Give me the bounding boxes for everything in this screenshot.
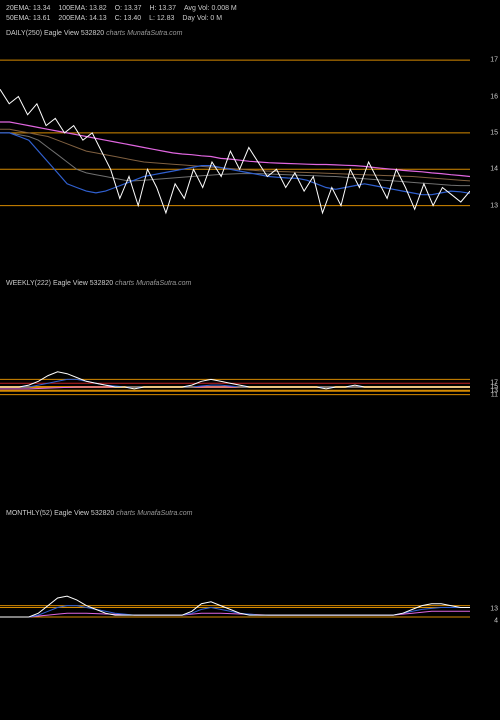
chart-panel-monthly: MONTHLY(52) Eagle View 532820 charts Mun… [0, 510, 500, 712]
stat-item: Avg Vol: 0.008 M [184, 5, 237, 12]
series-price [0, 89, 470, 213]
panel-title: DAILY(250) Eagle View 532820 charts Muna… [6, 30, 182, 37]
chart-panel-daily: DAILY(250) Eagle View 532820 charts Muna… [0, 30, 500, 242]
stat-item: C: 13.40 [115, 15, 141, 22]
series-ema200 [0, 122, 470, 177]
ytick-label: 13 [490, 202, 498, 209]
ytick-label: 13 [490, 606, 498, 613]
chart-svg [0, 292, 470, 482]
panel-title: MONTHLY(52) Eagle View 532820 charts Mun… [6, 510, 193, 517]
chart-svg [0, 522, 470, 712]
stat-item: O: 13.37 [115, 5, 142, 12]
ytick-label: 17 [490, 57, 498, 64]
stat-item: Day Vol: 0 M [182, 15, 222, 22]
stat-item: H: 13.37 [150, 5, 176, 12]
ytick-label: 14 [490, 166, 498, 173]
series-ema20 [0, 133, 470, 195]
stat-item: 20EMA: 13.34 [6, 5, 50, 12]
stat-item: 200EMA: 14.13 [58, 15, 106, 22]
ytick-label: 15 [490, 129, 498, 136]
panel-title: WEEKLY(222) Eagle View 532820 charts Mun… [6, 280, 191, 287]
ytick-label: 16 [490, 93, 498, 100]
series-ema100 [0, 129, 470, 181]
ytick-label: 4 [494, 617, 498, 624]
stat-item: L: 12.83 [149, 15, 174, 22]
stat-item: 100EMA: 13.82 [58, 5, 106, 12]
chart-svg [0, 42, 470, 242]
stat-item: 50EMA: 13.61 [6, 15, 50, 22]
chart-panel-weekly: WEEKLY(222) Eagle View 532820 charts Mun… [0, 280, 500, 482]
ytick-label: 11 [491, 391, 498, 398]
header-stats: 20EMA: 13.34 100EMA: 13.82 O: 13.37 H: 13.3… [6, 4, 245, 24]
